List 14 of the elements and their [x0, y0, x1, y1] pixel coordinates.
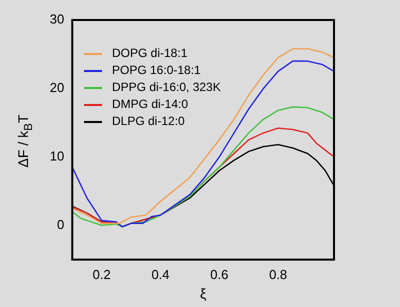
- legend-label: DLPG di-12:0: [112, 113, 185, 130]
- x-tick-label: 0.4: [151, 266, 170, 282]
- legend-label: DPPG di-16:0, 323K: [112, 79, 221, 96]
- y-tick-label: 0: [57, 216, 64, 232]
- legend-label: POPG 16:0-18:1: [112, 62, 201, 79]
- y-tick-label: 10: [50, 148, 64, 164]
- y-tick-label: 30: [50, 12, 64, 27]
- legend-label: DOPG di-18:1: [112, 45, 188, 62]
- x-tick-label: 0.6: [210, 266, 228, 282]
- x-tick-label: 0.2: [92, 266, 111, 282]
- x-tick-label: 0.8: [269, 266, 288, 282]
- legend-label: DMPG di-14:0: [112, 96, 188, 113]
- x-axis-title: ξ: [200, 285, 206, 302]
- y-tick-label: 20: [50, 80, 64, 96]
